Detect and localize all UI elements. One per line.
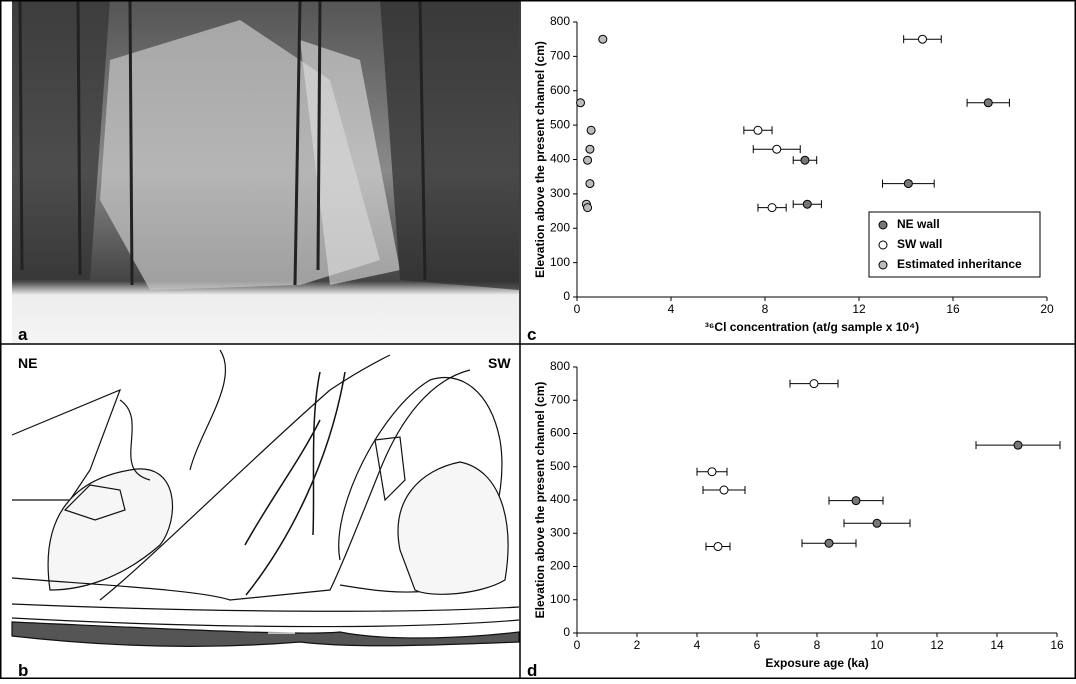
sketch-label: NE — [18, 355, 37, 371]
y-tick-label: 300 — [550, 186, 570, 200]
x-tick-label: 16 — [946, 302, 960, 316]
sketch-label: SW — [488, 355, 511, 371]
x-tick-label: 20 — [1040, 302, 1054, 316]
legend-label: SW wall — [897, 237, 942, 251]
point — [983, 98, 993, 108]
y-tick-label: 500 — [550, 117, 570, 131]
point — [719, 485, 729, 495]
point — [1013, 440, 1023, 450]
point — [809, 379, 819, 389]
x-axis-label: Exposure age (ka) — [765, 656, 868, 670]
y-tick-label: 700 — [550, 49, 570, 63]
point — [851, 496, 861, 506]
x-tick-label: 6 — [754, 638, 761, 652]
point — [576, 98, 586, 108]
legend-marker — [878, 240, 888, 250]
point — [583, 203, 593, 213]
panel-label: c — [527, 325, 536, 344]
point — [800, 155, 810, 165]
point — [585, 144, 595, 154]
point — [802, 199, 812, 209]
x-axis-label: ³⁶Cl concentration (at/g sample x 10⁴) — [705, 320, 919, 334]
y-tick-label: 200 — [550, 220, 570, 234]
x-tick-label: 16 — [1050, 638, 1064, 652]
y-tick-label: 0 — [563, 289, 570, 303]
y-tick-label: 700 — [550, 392, 570, 406]
point — [707, 467, 717, 477]
y-tick-label: 800 — [550, 359, 570, 373]
point — [586, 125, 596, 135]
point — [772, 144, 782, 154]
y-tick-label: 100 — [550, 255, 570, 269]
x-tick-label: 12 — [930, 638, 944, 652]
y-tick-label: 400 — [550, 492, 570, 506]
x-tick-label: 4 — [668, 302, 675, 316]
point — [824, 538, 834, 548]
panel-label: b — [18, 661, 28, 679]
x-tick-label: 4 — [694, 638, 701, 652]
y-tick-label: 800 — [550, 14, 570, 28]
x-tick-label: 0 — [574, 638, 581, 652]
y-tick-label: 400 — [550, 152, 570, 166]
panel-label: d — [527, 661, 537, 679]
legend-marker — [878, 260, 888, 270]
legend-marker — [878, 220, 888, 230]
photo — [12, 0, 519, 343]
point — [713, 542, 723, 552]
x-tick-label: 2 — [634, 638, 641, 652]
point — [583, 155, 593, 165]
x-tick-label: 10 — [870, 638, 884, 652]
legend-label: Estimated inheritance — [897, 257, 1022, 271]
y-axis-label: Elevation above the present channel (cm) — [533, 41, 547, 278]
y-tick-label: 100 — [550, 592, 570, 606]
legend-label: NE wall — [897, 217, 940, 231]
x-tick-label: 8 — [762, 302, 769, 316]
point — [917, 34, 927, 44]
y-axis-label: Elevation above the present channel (cm) — [533, 382, 547, 619]
y-tick-label: 600 — [550, 83, 570, 97]
point — [585, 179, 595, 189]
point — [872, 518, 882, 528]
y-tick-label: 600 — [550, 426, 570, 440]
x-tick-label: 8 — [814, 638, 821, 652]
y-tick-label: 200 — [550, 559, 570, 573]
x-tick-label: 14 — [990, 638, 1004, 652]
y-tick-label: 0 — [563, 625, 570, 639]
x-tick-label: 0 — [574, 302, 581, 316]
point — [903, 179, 913, 189]
panel-label: a — [18, 325, 28, 344]
y-tick-label: 500 — [550, 459, 570, 473]
sketch — [11, 349, 520, 647]
point — [753, 125, 763, 135]
point — [598, 34, 608, 44]
point — [767, 203, 777, 213]
x-tick-label: 12 — [852, 302, 866, 316]
legend: NE wall SW wall Estimated inheritance — [868, 211, 1041, 278]
y-tick-label: 300 — [550, 525, 570, 539]
legend-box — [868, 211, 1041, 278]
